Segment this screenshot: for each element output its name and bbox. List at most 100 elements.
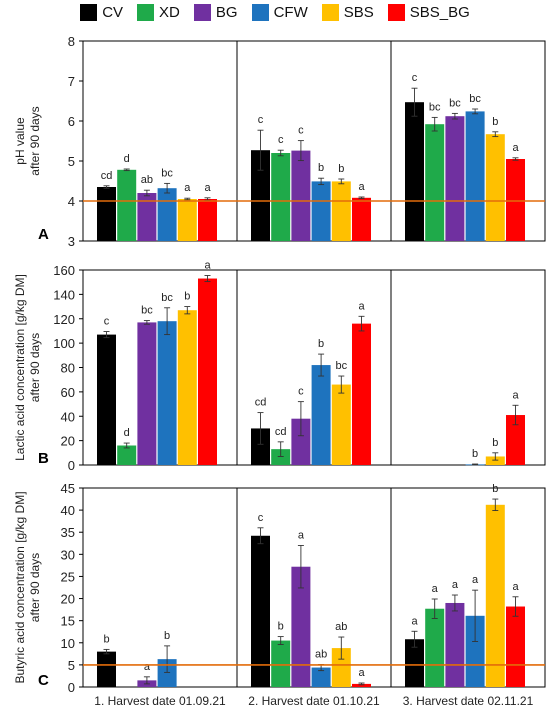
y-tick-label: 5 [68,154,75,169]
bar [97,334,116,465]
significance-letter: a [512,389,519,401]
bar [331,384,351,465]
significance-letter: b [184,291,190,303]
significance-letter: a [472,574,479,586]
significance-letter: b [103,633,109,645]
y-axis-label: Butyric acid concentration [g/kg DM] [13,491,27,683]
significance-letter: b [492,116,498,128]
y-tick-label: 80 [61,361,75,376]
significance-letter: a [452,579,459,591]
y-tick-label: 15 [61,614,75,629]
significance-letter: bc [161,167,173,179]
bar [331,181,351,241]
legend-item-xd: XD [137,4,180,21]
legend-item-sbs: SBS [321,4,374,21]
significance-letter: a [512,142,519,154]
panel-label: A [38,226,49,243]
significance-letter: a [298,529,305,541]
bar [177,199,197,241]
y-tick-label: 7 [68,74,75,89]
significance-letter: c [258,512,264,524]
bar [352,683,371,687]
bar [311,181,331,241]
y-tick-label: 160 [53,263,75,278]
legend: CV XD BG CFW SBS SBS_BG [0,4,550,21]
bar [506,415,525,465]
significance-letter: d [124,427,130,439]
bar [485,456,505,465]
y-tick-label: 40 [61,409,75,424]
panel-label: C [38,672,49,689]
bar [271,640,291,687]
legend-swatch-bg [193,4,211,21]
bar [311,667,331,687]
bar [352,323,371,465]
bar [251,150,270,241]
y-tick-label: 4 [68,194,75,209]
y-tick-label: 8 [68,34,75,49]
bar [271,153,291,241]
significance-letter: a [358,300,365,312]
bar [271,449,291,465]
bar [405,102,424,241]
significance-letter: c [298,125,304,137]
bar [157,321,177,465]
y-tick-label: 60 [61,385,75,400]
bar [291,150,311,241]
significance-letter: a [411,615,418,627]
bar [445,602,465,687]
significance-letter: b [318,338,324,350]
significance-letter: bc [469,93,481,105]
bar [198,278,217,465]
bar [506,159,525,241]
bar [485,504,505,687]
significance-letter: cd [101,170,113,182]
bar [405,639,424,687]
panel-label: B [38,450,49,467]
significance-letter: bc [141,305,153,317]
bar [177,310,197,465]
significance-letter: bc [429,101,441,113]
significance-letter: bc [449,97,461,109]
legend-swatch-sbs-bg [387,4,405,21]
y-tick-label: 100 [53,336,75,351]
significance-letter: b [472,448,478,460]
legend-item-bg: BG [193,4,238,21]
y-tick-label: 25 [61,569,75,584]
significance-letter: a [358,181,365,193]
significance-letter: a [204,259,211,271]
bar [117,445,137,465]
y-tick-label: 3 [68,234,75,249]
y-tick-label: 120 [53,312,75,327]
y-axis-label: Lactic acid concentration [g/kg DM] [13,274,27,461]
bar [465,111,485,242]
significance-letter: a [144,661,151,673]
significance-letter: cd [275,426,287,438]
significance-letter: d [124,153,130,165]
significance-letter: ab [315,648,327,660]
significance-letter: c [278,134,284,146]
bar [425,608,445,687]
x-group-label: 1. Harvest date 01.09.21 [94,694,226,708]
legend-swatch-cv [80,4,98,21]
legend-item-cv: CV [80,4,123,21]
bar [506,606,525,687]
significance-letter: c [258,114,264,126]
significance-letter: a [358,667,365,679]
significance-letter: ab [141,174,153,186]
y-axis-label: pH value [13,117,27,165]
y-axis-label: after 90 days [28,553,42,622]
y-tick-label: 20 [61,592,75,607]
significance-letter: bc [335,360,347,372]
legend-label-bg: BG [215,4,238,21]
bar [425,124,445,241]
legend-item-sbs-bg: SBS_BG [387,4,470,21]
significance-letter: c [104,316,110,328]
significance-letter: ab [335,621,347,633]
y-tick-label: 140 [53,287,75,302]
y-tick-label: 5 [68,658,75,673]
bar [198,199,217,241]
bar [352,197,371,241]
y-tick-label: 35 [61,525,75,540]
